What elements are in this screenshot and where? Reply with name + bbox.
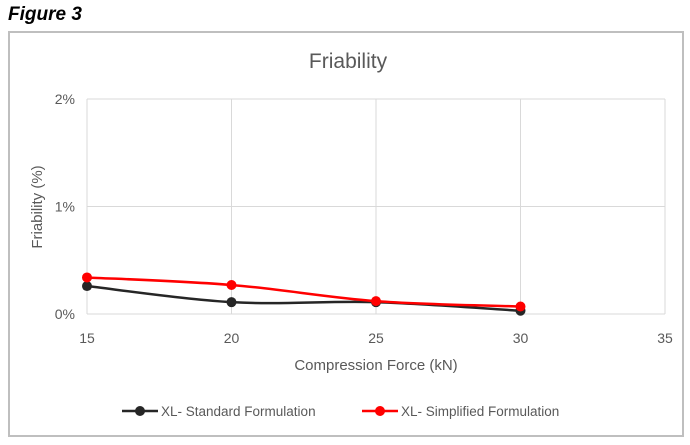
x-tick-label: 15 [79,330,95,346]
x-tick-label: 25 [368,330,384,346]
series-line-2 [86,276,521,308]
x-tick-label: 20 [224,330,240,346]
legend-label: XL- Simplified Formulation [401,404,559,419]
x-axis-ticks: 15 20 25 30 35 [79,330,673,346]
data-point [515,301,526,312]
legend-label: XL- Standard Formulation [161,404,316,419]
x-axis-label: Compression Force (kN) [294,357,457,374]
data-point [226,279,237,290]
series-group [82,272,526,316]
data-point [82,272,92,283]
y-axis-ticks: 0% 1% 2% [55,91,75,322]
legend-marker [375,406,385,416]
chart-title: Friability [309,50,388,73]
y-tick-label: 2% [55,91,75,107]
figure-label: Figure 3 [8,4,82,25]
data-point [82,281,92,292]
x-tick-label: 30 [513,330,529,346]
legend: XL- Standard Formulation XL- Simplified F… [122,404,559,419]
y-axis-label: Friability (%) [29,165,46,248]
data-point [371,296,381,307]
y-tick-label: 0% [55,306,75,322]
y-tick-label: 1% [55,199,75,215]
legend-marker [135,406,145,416]
x-tick-label: 35 [657,330,673,346]
data-point [226,297,237,308]
series-line-1 [86,284,521,313]
gridlines [86,98,666,315]
